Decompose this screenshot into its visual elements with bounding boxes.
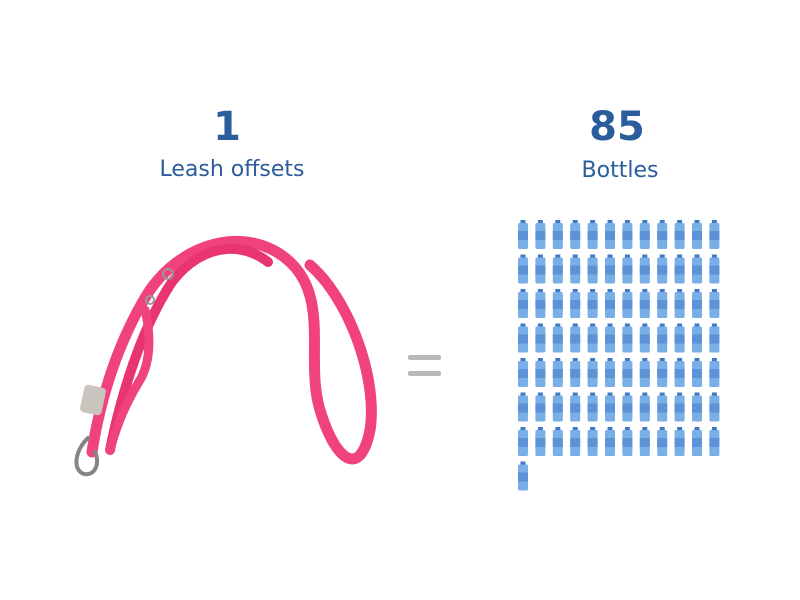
- bottle-icon: [622, 323, 633, 353]
- bottle-icon: [709, 358, 720, 387]
- bottle-icon: [622, 358, 633, 387]
- bottle-icon: [657, 358, 668, 387]
- bottle-icon: [709, 323, 720, 353]
- bottle-icon: [692, 289, 702, 318]
- leash: [74, 235, 377, 477]
- bottle-icon: [639, 392, 650, 422]
- bottle-icon: [587, 220, 598, 249]
- left-label: Leash offsets: [160, 157, 305, 182]
- left-number: 1: [213, 104, 241, 150]
- bottle-icon: [587, 392, 598, 422]
- bottle-icon: [535, 392, 546, 422]
- bottle-icon: [518, 220, 528, 249]
- bottle-icon: [535, 358, 546, 387]
- bottle-icon: [552, 323, 563, 353]
- bottle-icon: [639, 323, 650, 353]
- bottle-icon: [570, 323, 581, 353]
- bottle-icon: [657, 392, 668, 422]
- bottle-icon: [535, 220, 546, 249]
- bottle-icon: [587, 289, 598, 318]
- bottle-icon: [570, 289, 581, 318]
- bottle-icon: [622, 254, 633, 284]
- bottle-icon: [587, 254, 598, 284]
- bottle-icon: [570, 254, 581, 284]
- bottle-icon: [622, 392, 633, 422]
- bottle-icon: [674, 220, 685, 249]
- bottle-icon: [692, 358, 702, 387]
- bottle-grid: [518, 220, 720, 491]
- bottle-icon: [570, 220, 581, 249]
- bottle-icon: [639, 358, 650, 387]
- bottle-icon: [692, 220, 702, 249]
- bottle-icon: [518, 323, 528, 353]
- bottle-icon: [605, 220, 615, 249]
- bottle-icon: [674, 358, 685, 387]
- bottle-icon: [552, 392, 563, 422]
- bottle-icon: [639, 289, 650, 318]
- bottle-icon: [657, 323, 668, 353]
- bottle-icon: [605, 323, 615, 353]
- bottle-icon: [709, 289, 720, 318]
- bottle-icon: [552, 220, 563, 249]
- bottle-icon: [518, 461, 528, 491]
- right-label: Bottles: [582, 158, 659, 183]
- bottle-icon: [518, 289, 528, 318]
- bottle-icon: [657, 427, 668, 456]
- bottle-icon: [657, 254, 668, 284]
- bottle-icon: [692, 427, 702, 456]
- bottle-icon: [552, 254, 563, 284]
- bottle-icon: [692, 254, 702, 284]
- bottle-icon: [709, 392, 720, 422]
- bottle-icon: [674, 392, 685, 422]
- bottle-icon: [552, 289, 563, 318]
- bottle-icon: [518, 254, 528, 284]
- bottle-icon: [622, 220, 633, 249]
- bottle-icon: [605, 289, 615, 318]
- bottle-icon: [518, 358, 528, 387]
- bottle-icon: [552, 358, 563, 387]
- bottle-icon: [657, 220, 668, 249]
- bottle-icon: [535, 254, 546, 284]
- bottle-icon: [605, 254, 615, 284]
- right-number: 85: [589, 104, 645, 150]
- bottle-icon: [605, 358, 615, 387]
- bottle-icon: [587, 358, 598, 387]
- bottle-icon: [570, 427, 581, 456]
- bottle-icon: [570, 392, 581, 422]
- bottle-icon: [674, 289, 685, 318]
- bottle-icon: [622, 289, 633, 318]
- bottle-icon: [535, 427, 546, 456]
- bottle-icon: [674, 427, 685, 456]
- bottle-icon: [692, 323, 702, 353]
- equals-sign: [408, 355, 441, 376]
- bottle-icon: [657, 289, 668, 318]
- bottle-icon: [518, 392, 528, 422]
- bottle-icon: [639, 254, 650, 284]
- bottle-icon: [552, 427, 563, 456]
- bottle-icon: [587, 323, 598, 353]
- bottle-icon: [587, 427, 598, 456]
- bottle-icon: [639, 427, 650, 456]
- bottle-icon: [570, 358, 581, 387]
- bottle-icon: [709, 427, 720, 456]
- bottle-icon: [709, 254, 720, 284]
- bottle-icon: [709, 220, 720, 249]
- bottle-icon: [605, 427, 615, 456]
- bottle-icon: [674, 323, 685, 353]
- bottle-icon: [622, 427, 633, 456]
- bottle-icon: [605, 392, 615, 422]
- bottle-icon: [535, 323, 546, 353]
- bottle-icon: [518, 427, 528, 456]
- bottle-icon: [639, 220, 650, 249]
- bottle-icon: [692, 392, 702, 422]
- bottle-icon: [674, 254, 685, 284]
- bottle-icon: [535, 289, 546, 318]
